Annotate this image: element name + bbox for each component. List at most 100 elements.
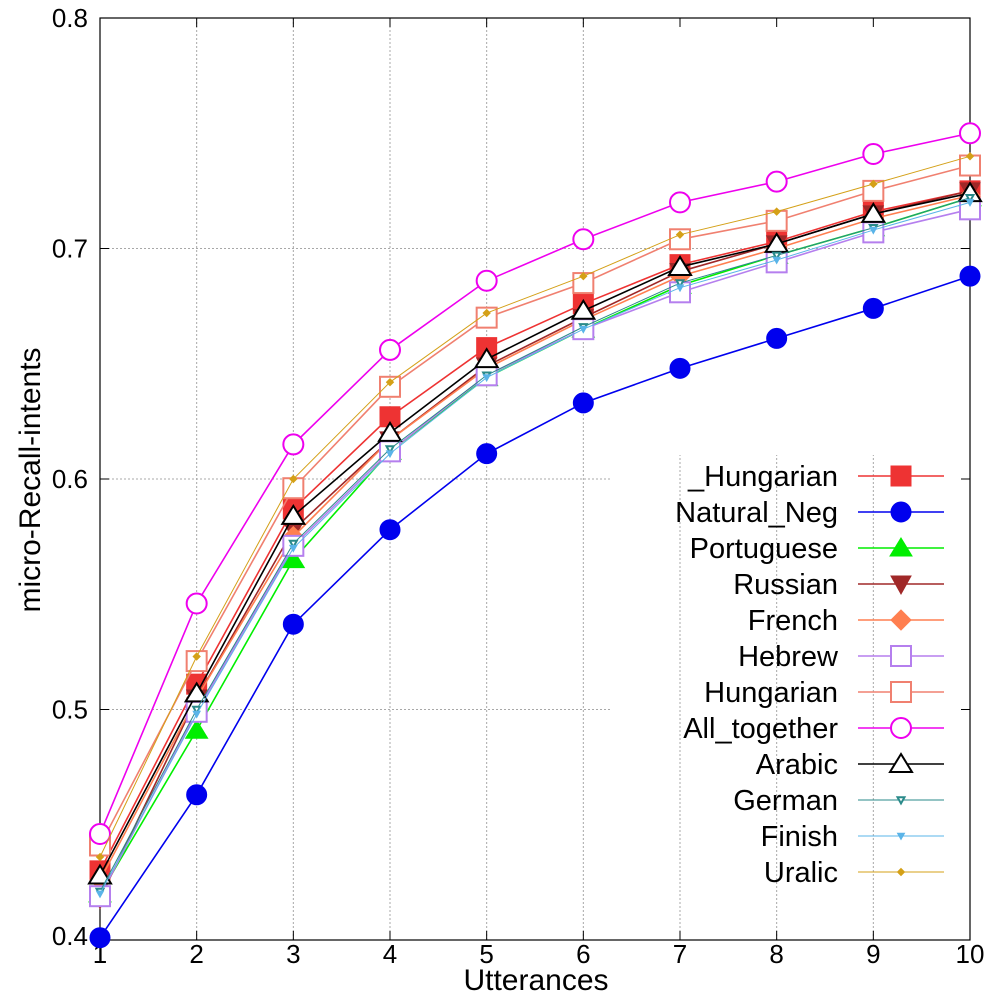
legend-marker [896, 867, 906, 877]
legend-label: Arabic [756, 749, 838, 781]
series-line [99, 201, 971, 895]
data-point [570, 298, 597, 320]
series-line [99, 194, 971, 881]
data-point [675, 230, 685, 239]
legend-label: All_together [683, 713, 838, 745]
legend-entry: _Hungarian [687, 461, 944, 493]
legend-entry: Arabic [756, 749, 944, 781]
data-point [964, 193, 976, 204]
data-point [669, 191, 691, 214]
x-tick-label: 4 [383, 939, 397, 969]
axes: 1 2 3 4 5 6 7 8 9 100.40.50.60.70.8 [52, 3, 985, 969]
legend-marker [890, 609, 912, 631]
series-finish [95, 199, 975, 899]
data-point [385, 377, 395, 387]
legend-label: German [733, 785, 838, 817]
y-tick-label: 0.6 [52, 464, 88, 494]
data-point [282, 433, 305, 456]
data-point [959, 122, 981, 145]
legend-marker [895, 796, 907, 806]
y-tick-label: 0.4 [52, 921, 88, 951]
data-point [192, 710, 202, 719]
x-tick-label: 5 [479, 939, 493, 969]
series-line [99, 275, 971, 939]
data-point [89, 822, 111, 845]
data-point [669, 357, 691, 379]
series-uralic [95, 152, 975, 862]
data-point [482, 374, 492, 383]
grid [100, 18, 970, 940]
data-point [281, 548, 306, 569]
legend-marker [890, 575, 912, 596]
series-line [99, 192, 971, 876]
data-point [860, 202, 887, 223]
data-point [667, 255, 693, 276]
data-point [674, 279, 686, 289]
data-point [862, 297, 884, 319]
legend-label: Uralic [764, 857, 838, 889]
data-point [89, 927, 111, 949]
x-tick-label: 8 [769, 939, 783, 969]
data-point [862, 142, 885, 165]
data-point [191, 705, 202, 716]
data-point [578, 325, 588, 334]
data-point [184, 719, 209, 739]
legend-marker [890, 681, 912, 703]
data-point [379, 519, 401, 541]
legend-marker [890, 717, 912, 739]
data-point [379, 375, 401, 398]
data-point [475, 306, 498, 329]
legend-label: Hebrew [738, 641, 839, 673]
data-point [377, 420, 403, 442]
y-tick-label: 0.7 [52, 234, 88, 264]
data-point [473, 347, 500, 369]
data-point [288, 544, 298, 553]
data-point [192, 652, 201, 661]
x-tick-label: 6 [576, 939, 590, 969]
data-point [282, 613, 304, 635]
series-hungarian [89, 154, 981, 857]
data-point [579, 271, 588, 281]
legend-label: Portuguese [690, 533, 838, 565]
data-point [572, 392, 594, 414]
series-all-together [89, 122, 981, 845]
x-tick-label: 9 [866, 939, 880, 969]
data-point [475, 269, 498, 292]
legend-label: _Hungarian [687, 461, 838, 493]
data-point [771, 251, 782, 261]
data-point [959, 265, 981, 287]
legend-entry: All_together [683, 713, 944, 745]
data-point [384, 445, 396, 455]
data-point [965, 152, 975, 161]
series-line [99, 164, 971, 846]
data-point [868, 226, 878, 235]
data-point [95, 890, 105, 899]
legend-entry: Russian [733, 569, 944, 601]
data-point [772, 256, 782, 265]
legend-entry: German [733, 785, 944, 817]
data-point [965, 199, 975, 207]
legend-entry: Hungarian [704, 677, 944, 709]
series-line [99, 190, 971, 872]
legend-marker [890, 465, 912, 487]
data-point [572, 228, 595, 251]
x-tick-label: 7 [673, 939, 687, 969]
data-point [183, 681, 210, 703]
series-line [99, 197, 971, 892]
data-point [772, 207, 781, 216]
legend-marker [896, 832, 906, 841]
data-point [87, 863, 113, 885]
data-point [766, 327, 788, 349]
legend-entry: Uralic [764, 857, 944, 889]
legend-label: Hungarian [704, 677, 838, 709]
legend-label: Natural_Neg [675, 497, 838, 529]
x-tick-label: 2 [189, 939, 203, 969]
data-point [476, 443, 498, 465]
data-point [482, 308, 491, 318]
data-point [289, 474, 298, 484]
legend-entry: French [748, 605, 944, 637]
series-group [87, 122, 983, 949]
data-point [95, 852, 105, 862]
